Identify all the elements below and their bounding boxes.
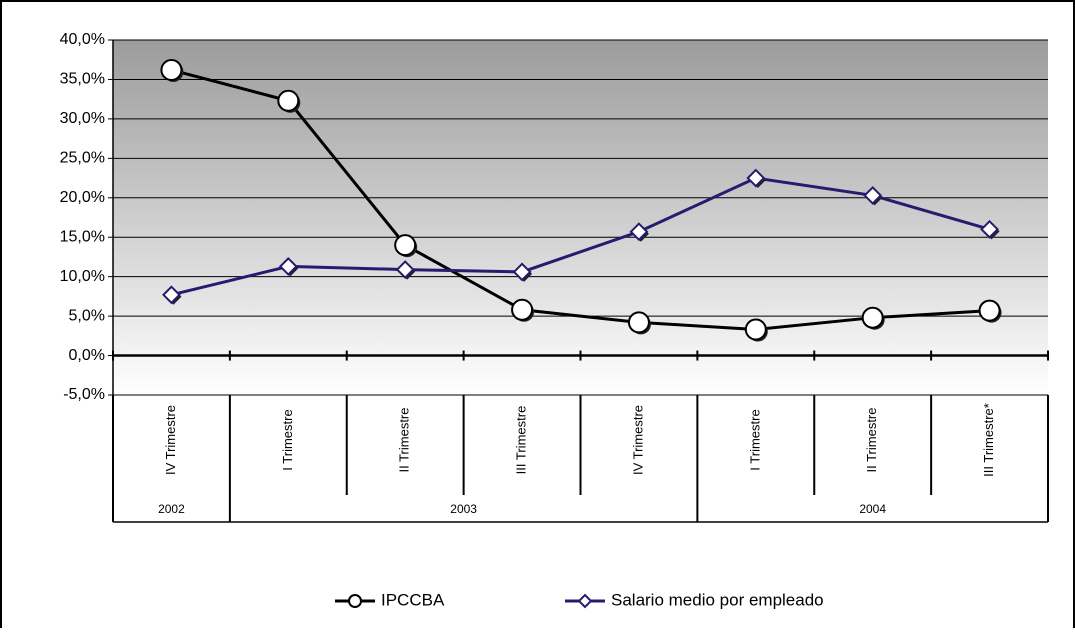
x-tick-label: II Trimestre [864, 407, 879, 472]
legend-marker [348, 594, 362, 608]
data-point [511, 298, 534, 321]
data-point [512, 262, 532, 282]
y-tick-label: 35,0% [60, 71, 105, 88]
data-point [978, 299, 1001, 322]
data-point [980, 219, 999, 239]
y-tick-label: 20,0% [60, 189, 105, 206]
group-label: 2002 [158, 502, 185, 516]
data-point [744, 318, 767, 341]
data-point [394, 234, 417, 257]
y-tick-label: 5,0% [69, 307, 105, 324]
x-tick-label: IV Trimestre [163, 405, 178, 475]
series-line [171, 176, 990, 297]
legend-label: IPCCBA [381, 590, 445, 609]
data-point [627, 311, 650, 334]
y-tick-label: 40,0% [60, 31, 105, 48]
group-label: 2003 [450, 502, 477, 516]
y-tick-label: 25,0% [60, 150, 105, 167]
data-point [162, 285, 181, 305]
data-point [278, 256, 298, 276]
group-label: 2004 [859, 502, 886, 516]
x-tick-label: IV Trimestre [630, 405, 645, 475]
legend-label: Salario medio por empleado [611, 590, 824, 609]
plot-area [113, 40, 1048, 395]
x-tick-label: III Trimestre* [981, 403, 996, 477]
data-point [395, 260, 415, 279]
data-point [861, 306, 884, 329]
series-line [171, 68, 990, 332]
y-tick-label: 0,0% [69, 347, 105, 364]
data-point [160, 58, 183, 81]
x-tick-label: I Trimestre [280, 409, 295, 470]
legend-marker [577, 593, 593, 609]
data-point [629, 222, 649, 242]
y-tick-label: 30,0% [60, 110, 105, 127]
x-tick-label: II Trimestre [397, 407, 412, 472]
y-tick-label: -5,0% [63, 386, 105, 403]
x-tick-label: I Trimestre [747, 409, 762, 470]
y-tick-label: 10,0% [60, 268, 105, 285]
data-point [277, 89, 300, 112]
data-point [746, 168, 766, 188]
y-tick-label: 15,0% [60, 228, 105, 245]
x-tick-label: III Trimestre [514, 406, 529, 475]
data-point [863, 185, 883, 205]
